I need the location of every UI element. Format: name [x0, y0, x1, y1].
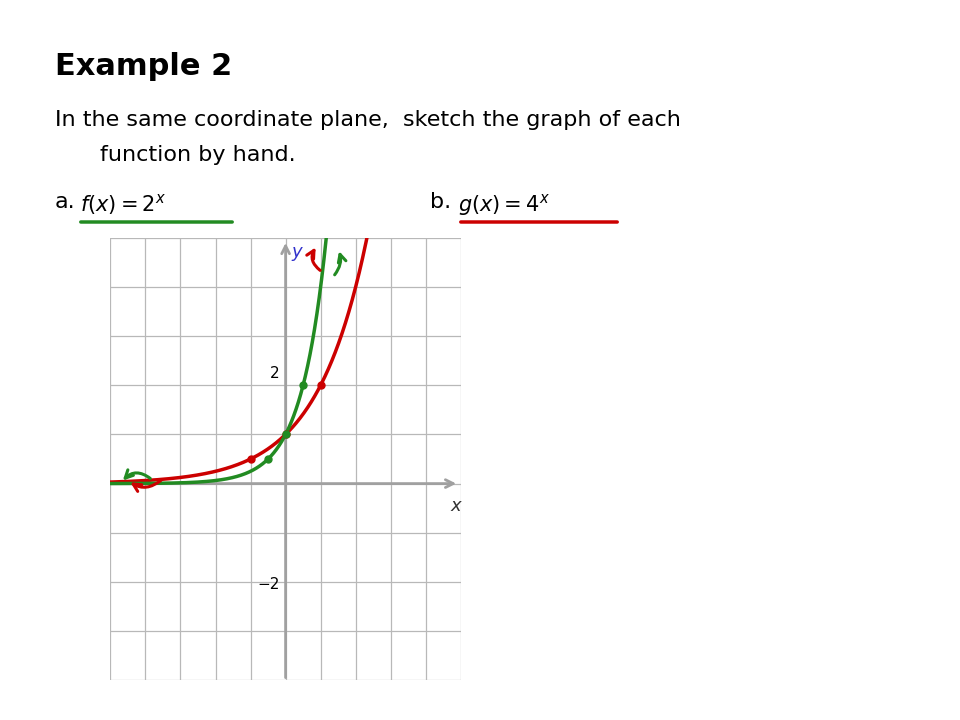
- Text: function by hand.: function by hand.: [100, 145, 296, 165]
- Text: Example 2: Example 2: [55, 52, 232, 81]
- Text: 2: 2: [270, 366, 279, 381]
- Text: −2: −2: [257, 577, 279, 593]
- Text: $g\left(x\right)=4^{x}$: $g\left(x\right)=4^{x}$: [458, 192, 550, 218]
- Text: b.: b.: [430, 192, 451, 212]
- Text: x: x: [450, 498, 461, 516]
- Text: y: y: [292, 243, 302, 261]
- Text: $f\left(x\right)=2^{x}$: $f\left(x\right)=2^{x}$: [80, 192, 166, 217]
- Text: In the same coordinate plane,  sketch the graph of each: In the same coordinate plane, sketch the…: [55, 110, 681, 130]
- Text: a.: a.: [55, 192, 76, 212]
